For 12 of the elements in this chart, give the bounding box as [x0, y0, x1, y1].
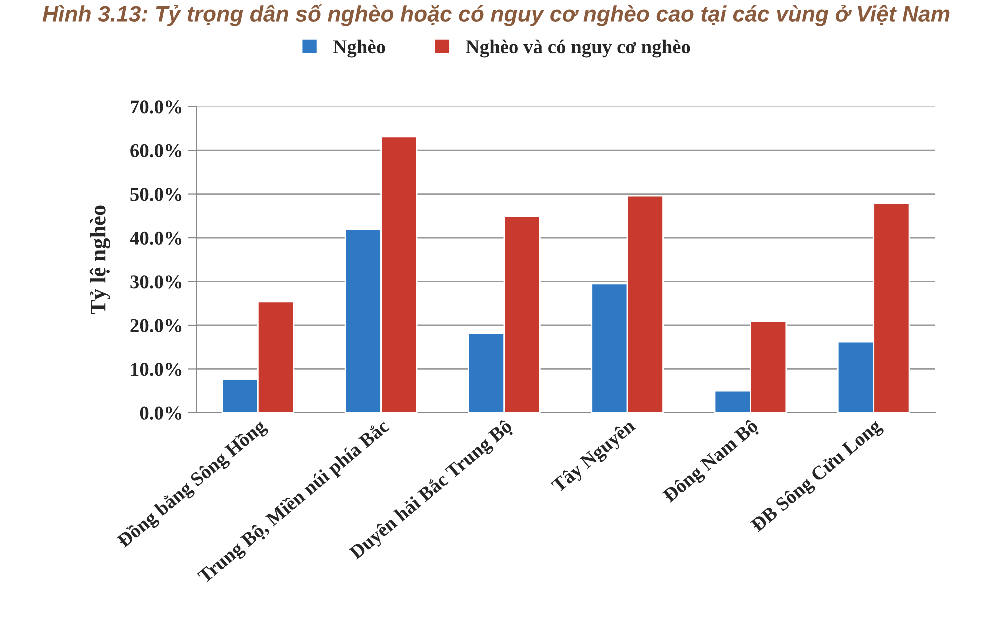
- y-axis-title: Tỷ lệ nghèo: [90, 206, 111, 314]
- y-tick-label: 40.0%: [130, 232, 182, 246]
- legend-label: Nghèo và có nguy cơ nghèo: [466, 40, 690, 58]
- y-tick-label: 20.0%: [130, 319, 182, 333]
- legend-label: Nghèo: [333, 40, 386, 58]
- y-tick-label: 60.0%: [130, 144, 182, 158]
- y-tick-label: 10.0%: [132, 363, 182, 376]
- chart-title: Hình 3.13: Tỷ trọng dân số nghèo hoặc có nguy cơ nghèo cao tại các vùng ở Việt Nam: [42, 4, 950, 26]
- y-tick-label: 0.0%: [140, 406, 182, 420]
- y-tick-label: 30.0%: [130, 276, 182, 289]
- y-tick-label: 50.0%: [130, 188, 182, 202]
- y-tick-label: 70.0%: [131, 100, 182, 114]
